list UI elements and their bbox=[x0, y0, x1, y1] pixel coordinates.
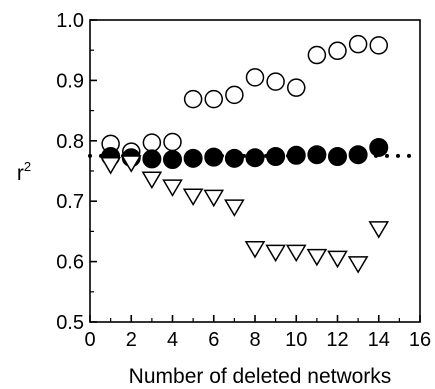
axis-labels: Number of deleted networks r2 bbox=[17, 159, 391, 388]
y-axis-title-base: r bbox=[17, 162, 24, 185]
y-axis-title: r2 bbox=[17, 159, 31, 185]
open-circle-point bbox=[163, 132, 182, 152]
open-triangle-point bbox=[285, 244, 307, 263]
open-triangle-point bbox=[347, 256, 369, 274]
open-triangle-point bbox=[327, 250, 348, 269]
open-triangle-point bbox=[265, 244, 286, 263]
open-triangle-point bbox=[244, 241, 266, 259]
open-triangle-point bbox=[306, 248, 328, 267]
open-circle-point bbox=[142, 133, 162, 152]
open-circle-point bbox=[266, 72, 285, 91]
data-marks bbox=[100, 34, 390, 274]
filled-circle-point bbox=[204, 147, 224, 167]
open-triangle-point bbox=[100, 157, 121, 175]
y-tick-label: 0.9 bbox=[56, 70, 84, 92]
open-triangle-point bbox=[182, 188, 204, 206]
x-tick-label: 4 bbox=[167, 329, 178, 351]
open-triangle-point bbox=[224, 199, 245, 217]
plot-area bbox=[89, 19, 421, 323]
open-triangle-point bbox=[141, 171, 163, 190]
open-triangle-point bbox=[162, 179, 183, 197]
open-circle-point bbox=[307, 45, 327, 65]
filled-circle-point bbox=[266, 147, 286, 167]
x-tick-label: 8 bbox=[249, 329, 260, 351]
filled-circle-point bbox=[348, 145, 368, 165]
x-tick-label: 14 bbox=[368, 329, 390, 351]
filled-circle-point bbox=[224, 148, 244, 168]
x-tick-label: 16 bbox=[409, 329, 431, 351]
x-tick-label: 12 bbox=[326, 329, 348, 351]
y-axis-title-superscript: 2 bbox=[24, 159, 31, 174]
open-triangle-point bbox=[368, 221, 390, 239]
open-circle-point bbox=[204, 89, 223, 109]
open-circle-point bbox=[245, 68, 265, 87]
axes: 0 2 4 6 8 10 12 14 16 0.5 0.6 0.7 0.8 0.9 1.0 bbox=[56, 10, 431, 351]
x-tick-label: 2 bbox=[126, 329, 137, 351]
filled-circle-point bbox=[286, 145, 306, 165]
open-triangle-point bbox=[120, 155, 142, 173]
x-tick-label: 6 bbox=[208, 329, 219, 351]
x-tick-label: 0 bbox=[84, 329, 95, 351]
open-circle-point bbox=[348, 34, 368, 54]
filled-circle-point bbox=[307, 145, 327, 165]
x-tick-label: 10 bbox=[285, 329, 307, 351]
x-axis-title: Number of deleted networks bbox=[129, 365, 392, 388]
filled-circle-point bbox=[328, 147, 347, 167]
filled-circle-point bbox=[369, 137, 389, 157]
plot-frame bbox=[89, 19, 421, 323]
open-circle-point bbox=[183, 89, 203, 109]
filled-circle-point bbox=[245, 148, 265, 168]
filled-circle-point bbox=[142, 149, 162, 169]
filled-circle-point bbox=[183, 148, 203, 168]
open-circle-point bbox=[328, 41, 347, 61]
y-tick-label: 1.0 bbox=[56, 10, 84, 32]
y-tick-label: 0.6 bbox=[56, 252, 84, 274]
y-tick-label: 0.8 bbox=[56, 131, 84, 153]
filled-circle-point bbox=[163, 150, 182, 170]
open-circle-point bbox=[369, 36, 388, 55]
y-tick-label: 0.5 bbox=[56, 312, 84, 334]
open-triangle-point bbox=[203, 189, 225, 208]
y-tick-label: 0.7 bbox=[56, 191, 84, 213]
open-circle-point bbox=[225, 85, 244, 105]
open-circle-point bbox=[287, 78, 306, 97]
